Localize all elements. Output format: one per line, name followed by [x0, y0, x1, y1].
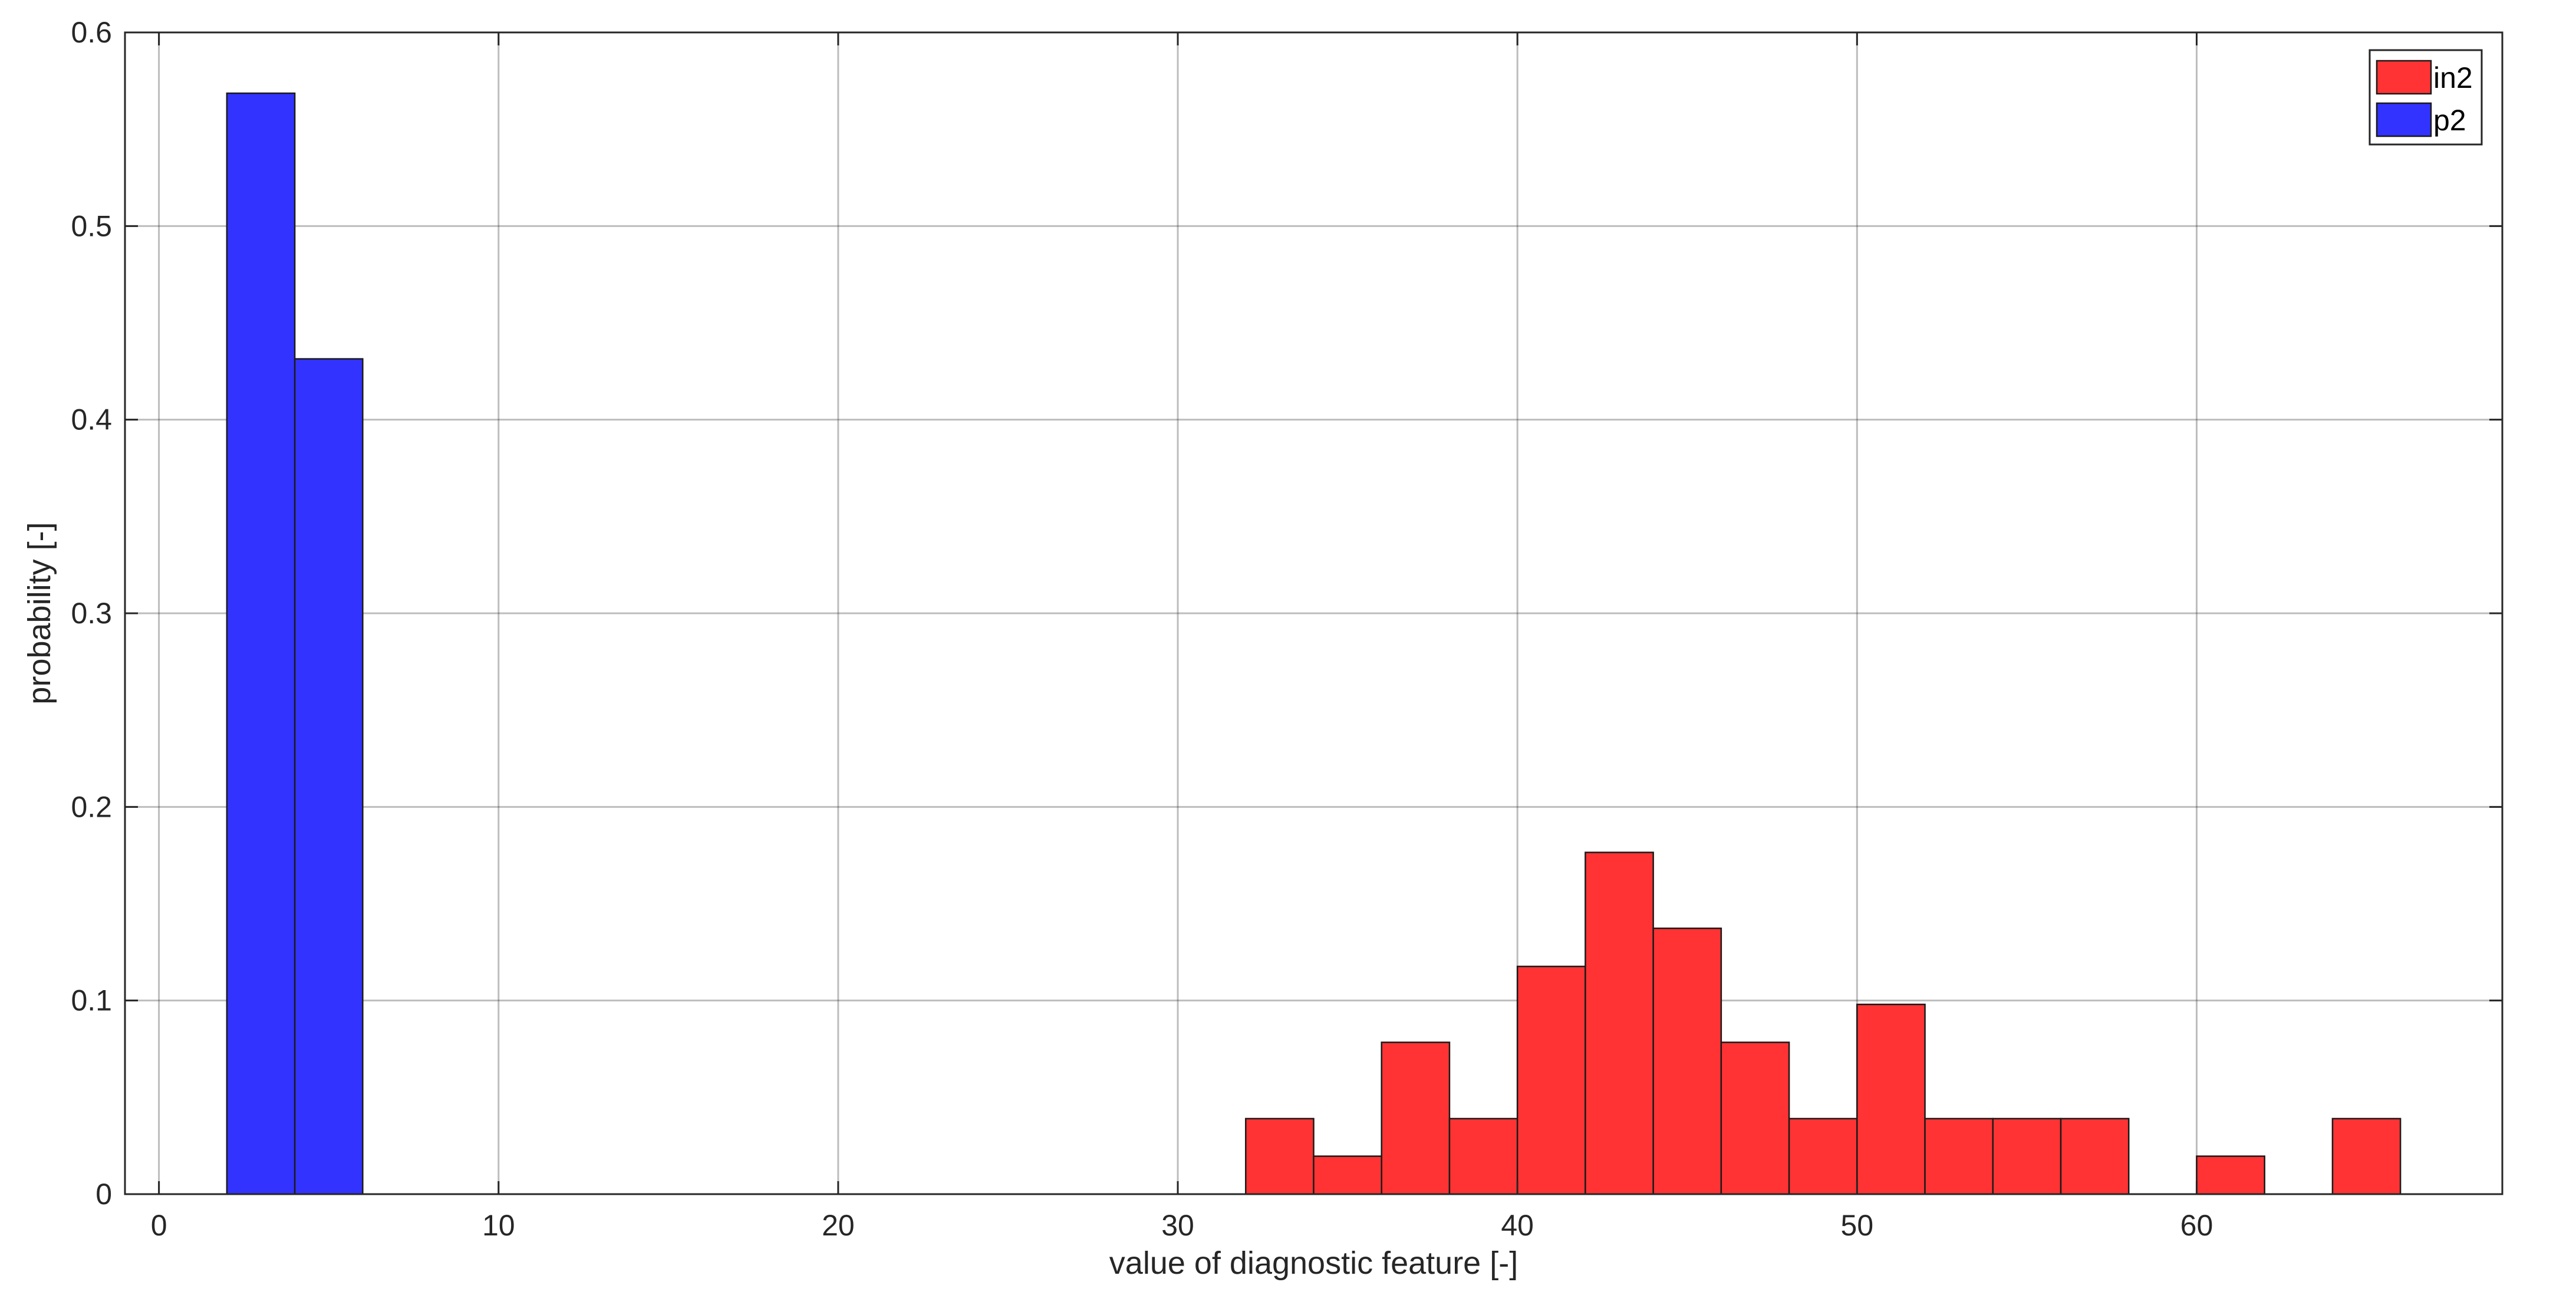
bar-in2	[1720, 1041, 1790, 1195]
axes-background	[125, 32, 2502, 1194]
bar-p2	[294, 358, 364, 1195]
x-tick-label: 60	[2180, 1209, 2213, 1242]
bar-in2	[1992, 1117, 2062, 1195]
legend-label-p2: p2	[2433, 104, 2466, 137]
x-tick-label: 40	[1501, 1209, 1534, 1242]
bar-in2	[1313, 1155, 1382, 1195]
x-axis-label: value of diagnostic feature [-]	[1109, 1245, 1518, 1281]
y-axis-label: probability [-]	[22, 522, 57, 704]
y-tick-label: 0.2	[71, 790, 112, 823]
y-tick-label: 0	[95, 1178, 112, 1211]
bar-in2	[2331, 1117, 2402, 1195]
x-tick-label: 0	[151, 1209, 167, 1242]
y-tick-label: 0.4	[71, 403, 112, 436]
y-tick-labels: 0 0.1 0.2 0.3 0.4 0.5 0.6	[71, 16, 112, 1211]
y-tick-label: 0.5	[71, 209, 112, 242]
y-tick-label: 0.3	[71, 597, 112, 630]
x-tick-label: 30	[1161, 1209, 1194, 1242]
plot-area: 0 10 20 30 40 50 60 0 0.1 0.2 0.3 0.4 0.5 0.6	[71, 16, 2503, 1242]
bar-in2	[1448, 1117, 1518, 1195]
bar-p2	[226, 92, 296, 1195]
bar-in2	[2196, 1155, 2265, 1195]
bar-in2	[1245, 1117, 1315, 1195]
bar-in2	[1652, 927, 1722, 1195]
x-tick-label: 20	[822, 1209, 855, 1242]
legend-swatch-in2	[2376, 60, 2432, 95]
y-tick-label: 0.1	[71, 984, 112, 1017]
legend-swatch-p2	[2376, 102, 2432, 137]
bar-in2	[1516, 965, 1586, 1195]
x-tick-label: 50	[1841, 1209, 1874, 1242]
bar-in2	[1585, 852, 1654, 1195]
y-tick-label: 0.6	[71, 16, 112, 49]
tick-marks	[125, 31, 2502, 1195]
bar-in2	[1856, 1003, 1926, 1195]
bar-in2	[1381, 1041, 1451, 1195]
x-tick-labels: 0 10 20 30 40 50 60	[151, 1209, 2213, 1242]
bar-in2	[1788, 1117, 1858, 1195]
legend-label-in2: in2	[2433, 61, 2473, 94]
bars	[226, 92, 2402, 1195]
bar-in2	[2060, 1117, 2130, 1195]
x-tick-label: 10	[482, 1209, 515, 1242]
bar-in2	[1924, 1117, 1994, 1195]
